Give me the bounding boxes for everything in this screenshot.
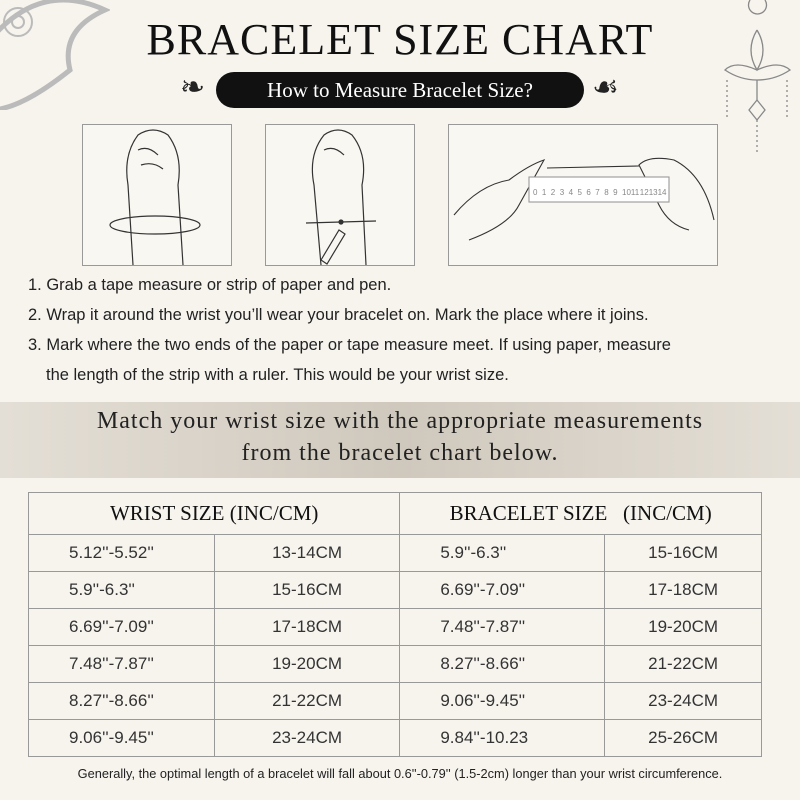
table-row: 7.48''-7.87'' 19-20CM 8.27''-8.66'' 21-22CM bbox=[28, 645, 762, 683]
step-1: 1. Grab a tape measure or strip of paper… bbox=[28, 276, 392, 294]
wrist-cm-cell: 17-18CM bbox=[213, 608, 401, 646]
page-title: BRACELET SIZE CHART bbox=[146, 15, 654, 64]
banner-line-2: from the bracelet chart below. bbox=[241, 440, 559, 466]
banner-line-1: Match your wrist size with the appropria… bbox=[96, 408, 704, 434]
bracelet-cm-cell: 17-18CM bbox=[604, 571, 762, 609]
hand-wrist-marked-icon bbox=[305, 129, 377, 266]
wrist-cm-cell: 23-24CM bbox=[213, 719, 401, 757]
ruler-label: 1 bbox=[542, 188, 547, 197]
table-row: 5.12''-5.52'' 13-14CM 5.9''-6.3'' 15-16CM bbox=[28, 534, 762, 572]
bracelet-inch-cell: 5.9''-6.3'' bbox=[399, 534, 606, 572]
wrist-inch-cell: 6.69''-7.09'' bbox=[28, 608, 215, 646]
step-3: 3. Mark where the two ends of the paper … bbox=[28, 336, 671, 354]
wrist-inch-cell: 5.12''-5.52'' bbox=[28, 534, 215, 572]
ruler-label: 10 bbox=[622, 188, 631, 197]
table-header-row: WRIST SIZE (INC/CM) BRACELET SIZE (INC/C… bbox=[27, 492, 762, 535]
wrist-cm-cell: 15-16CM bbox=[213, 571, 401, 609]
wrist-size-header: WRIST SIZE (INC/CM) bbox=[27, 492, 401, 535]
bracelet-cm-cell: 23-24CM bbox=[604, 682, 762, 720]
table-row: 8.27''-8.66'' 21-22CM 9.06''-9.45'' 23-24CM bbox=[28, 682, 762, 720]
bracelet-cm-cell: 19-20CM bbox=[604, 608, 762, 646]
table-row: 5.9''-6.3'' 15-16CM 6.69''-7.09'' 17-18CM bbox=[28, 571, 762, 609]
bracelet-size-header: BRACELET SIZE (INC/CM) bbox=[399, 492, 762, 535]
ruler-label: 0 bbox=[533, 188, 538, 197]
wrist-cm-cell: 21-22CM bbox=[213, 682, 401, 720]
step-3-continued: the length of the strip with a ruler. Th… bbox=[46, 366, 509, 384]
ruler-label: 4 bbox=[569, 188, 574, 197]
hand-wrist-tape-icon bbox=[109, 129, 201, 266]
bracelet-cm-cell: 25-26CM bbox=[604, 719, 762, 757]
ruler-label: 9 bbox=[613, 188, 618, 197]
wrist-inch-cell: 9.06''-9.45'' bbox=[28, 719, 215, 757]
bracelet-inch-cell: 9.06''-9.45'' bbox=[399, 682, 606, 720]
illustration-mark-wrist bbox=[265, 124, 415, 266]
bracelet-cm-cell: 15-16CM bbox=[604, 534, 762, 572]
bracelet-inch-cell: 7.48''-7.87'' bbox=[399, 608, 606, 646]
wrist-inch-cell: 8.27''-8.66'' bbox=[28, 682, 215, 720]
bracelet-inch-cell: 6.69''-7.09'' bbox=[399, 571, 606, 609]
mandala-decoration-icon bbox=[0, 0, 110, 110]
hands-ruler-icon: 0 1 2 3 4 5 6 7 8 9 10 11 12 13 14 bbox=[453, 157, 715, 241]
ruler-label: 11 bbox=[631, 188, 640, 197]
match-banner bbox=[0, 402, 800, 478]
ruler-label: 5 bbox=[578, 188, 583, 197]
swirl-right-icon: ☙ bbox=[592, 70, 619, 105]
ruler-label: 3 bbox=[560, 188, 565, 197]
size-table: WRIST SIZE (INC/CM) BRACELET SIZE (INC/C… bbox=[27, 492, 762, 757]
table-row: 6.69''-7.09'' 17-18CM 7.48''-7.87'' 19-20CM bbox=[28, 608, 762, 646]
ruler-label: 8 bbox=[604, 188, 609, 197]
bracelet-cm-cell: 21-22CM bbox=[604, 645, 762, 683]
ruler-label: 6 bbox=[586, 188, 591, 197]
table-row: 9.06''-9.45'' 23-24CM 9.84''-10.23 25-26CM bbox=[28, 719, 762, 757]
footer-note: Generally, the optimal length of a brace… bbox=[77, 766, 723, 781]
wrist-inch-cell: 5.9''-6.3'' bbox=[28, 571, 215, 609]
ruler-label: 2 bbox=[551, 188, 556, 197]
illustration-ruler: 0 1 2 3 4 5 6 7 8 9 10 11 12 13 14 bbox=[448, 124, 718, 266]
subtitle-pill: How to Measure Bracelet Size? bbox=[216, 72, 584, 108]
wrist-cm-cell: 13-14CM bbox=[213, 534, 401, 572]
bracelet-inch-cell: 9.84''-10.23 bbox=[399, 719, 606, 757]
ruler-label: 13 bbox=[649, 188, 658, 197]
illustration-wrap-wrist bbox=[82, 124, 232, 266]
ruler-label: 7 bbox=[595, 188, 600, 197]
wrist-cm-cell: 19-20CM bbox=[213, 645, 401, 683]
bracelet-inch-cell: 8.27''-8.66'' bbox=[399, 645, 606, 683]
swirl-left-icon: ❧ bbox=[180, 70, 206, 105]
lotus-hanging-decoration-icon bbox=[723, 0, 792, 155]
ruler-label: 12 bbox=[640, 188, 649, 197]
wrist-inch-cell: 7.48''-7.87'' bbox=[28, 645, 215, 683]
ruler-label: 14 bbox=[658, 188, 667, 197]
step-2: 2. Wrap it around the wrist you’ll wear … bbox=[28, 306, 649, 324]
